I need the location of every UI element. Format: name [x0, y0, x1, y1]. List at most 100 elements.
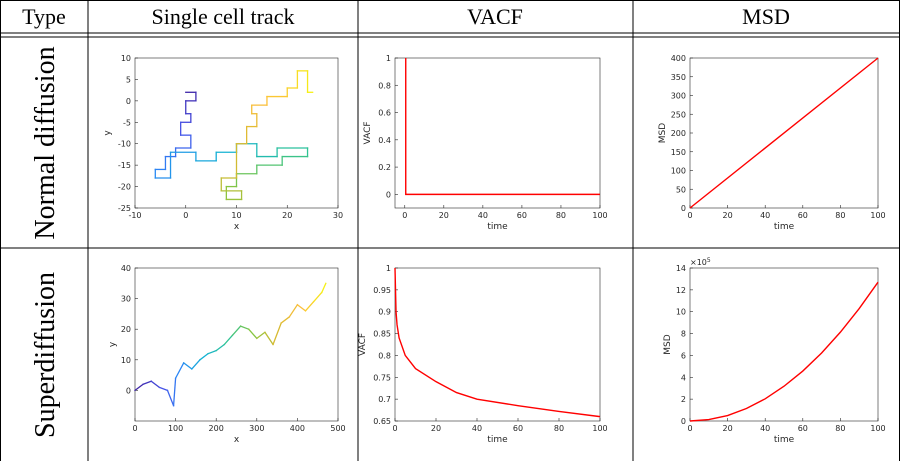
y-tick-label: 250	[671, 110, 686, 119]
y-axis-label: y	[108, 341, 118, 347]
y-axis-label: y	[103, 130, 113, 136]
track-segment	[172, 377, 177, 407]
chart: 0 20 40 60 80 100 0 50 100 150 200 250 300 350 400 time…	[658, 54, 886, 232]
x-tick-label: 100	[592, 211, 607, 220]
y-tick-label: 0	[681, 204, 686, 213]
plot-area	[394, 57, 601, 209]
x-tick-label: 20	[723, 424, 733, 433]
y-tick-label: 10	[121, 356, 131, 365]
x-tick-label: 80	[556, 211, 566, 220]
y-axis-label: VACF	[363, 121, 373, 144]
y-tick-label: 1	[386, 264, 391, 273]
x-axis-label: x	[234, 435, 240, 445]
x-tick-label: 60	[798, 211, 808, 220]
x-tick-label: 0	[392, 424, 397, 433]
x-tick-label: 100	[870, 211, 885, 220]
x-axis-label: time	[774, 435, 795, 445]
y-tick-label: 100	[671, 167, 686, 176]
header-cell: Type	[22, 4, 66, 29]
x-tick-label: 20	[431, 424, 441, 433]
y-tick-label: 50	[676, 185, 686, 194]
y-tick-label: 30	[121, 295, 131, 304]
track-segment	[320, 282, 327, 294]
y-tick-label: 300	[671, 92, 686, 101]
y-tick-label: 0	[126, 97, 131, 106]
y-tick-label: 12	[676, 286, 686, 295]
y-tick-label: 0	[681, 417, 686, 426]
x-axis-label: x	[234, 222, 240, 232]
data-line	[689, 281, 879, 422]
x-tick-label: 0	[687, 424, 692, 433]
track-segment	[190, 358, 201, 370]
y-tick-label: 10	[676, 308, 686, 317]
y-tick-label: -25	[118, 204, 131, 213]
data-line	[394, 267, 601, 418]
x-tick-label: 40	[472, 424, 482, 433]
y-tick-label: 0.65	[373, 417, 391, 426]
x-tick-label: 0	[402, 211, 407, 220]
y-tick-label: 14	[676, 264, 686, 273]
y-scale-base: ×10	[690, 258, 707, 267]
x-tick-label: 10	[231, 211, 241, 220]
y-tick-label: 0.8	[378, 81, 391, 90]
track-segment	[158, 386, 169, 392]
track-segment	[280, 316, 291, 324]
x-tick-label: 20	[282, 211, 292, 220]
y-tick-label: -15	[118, 161, 131, 170]
y-tick-label: 0.9	[378, 308, 391, 317]
x-tick-label: 500	[330, 424, 345, 433]
y-tick-label: 350	[671, 73, 686, 82]
chart: 0 20 40 60 80 100 0.65 0.7 0.75 0.8 0.85 0.9 0.95 1 ti…	[358, 264, 608, 445]
y-tick-label: 0.2	[378, 163, 391, 172]
y-tick-label: 0	[386, 190, 391, 199]
row-label: Superdiffusion	[30, 272, 61, 438]
track-segment	[174, 361, 185, 380]
x-tick-label: 100	[592, 424, 607, 433]
header-cell: MSD	[742, 4, 790, 29]
x-tick-label: 300	[249, 424, 264, 433]
track-segment	[182, 361, 193, 370]
y-tick-label: 150	[671, 148, 686, 157]
x-tick-label: 0	[183, 211, 188, 220]
track-segment	[166, 389, 175, 407]
y-tick-label: 0.6	[378, 109, 391, 118]
track-segment	[223, 334, 234, 346]
y-tick-label: 10	[121, 54, 131, 63]
y-tick-label: 1	[386, 54, 391, 63]
track-segment	[207, 349, 218, 355]
x-tick-label: 60	[798, 424, 808, 433]
track-segment	[255, 331, 266, 340]
y-scale-label: ×105	[690, 257, 711, 267]
y-tick-label: 20	[121, 325, 131, 334]
x-tick-label: 0	[687, 211, 692, 220]
track-segment	[247, 328, 258, 340]
track-segment	[231, 325, 242, 337]
x-tick-label: 40	[760, 211, 770, 220]
y-tick-label: 6	[681, 351, 686, 360]
y-tick-label: -5	[123, 118, 131, 127]
x-tick-label: 60	[517, 211, 527, 220]
track-segment	[142, 380, 153, 386]
track-segment	[312, 291, 323, 303]
x-tick-label: 0	[132, 424, 137, 433]
y-tick-label: 5	[126, 75, 131, 84]
x-tick-label: 20	[723, 211, 733, 220]
y-tick-label: 0.75	[373, 373, 391, 382]
y-tick-label: 200	[671, 129, 686, 138]
data-line	[689, 57, 879, 209]
y-tick-label: 0	[126, 386, 131, 395]
x-tick-label: 40	[478, 211, 488, 220]
x-axis-label: time	[774, 222, 795, 232]
x-tick-label: 100	[168, 424, 183, 433]
track-segment	[239, 325, 250, 331]
y-axis-label: MSD	[658, 123, 668, 143]
plot-area	[134, 267, 339, 422]
x-tick-label: 40	[760, 424, 770, 433]
row-label: Normal diffusion	[30, 46, 61, 239]
y-scale-exponent: 5	[707, 257, 711, 264]
track-segment	[304, 300, 315, 312]
track-segment	[264, 331, 274, 346]
track-segment	[272, 322, 282, 346]
data-line	[405, 58, 600, 196]
